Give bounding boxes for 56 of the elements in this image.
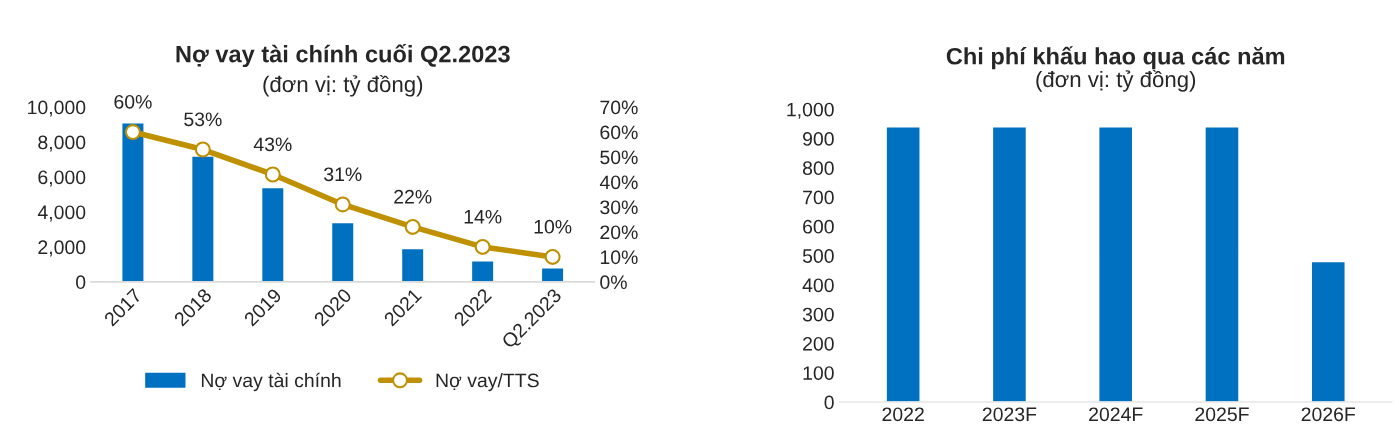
point xyxy=(194,141,211,158)
y-tick-label: 600 xyxy=(803,219,834,234)
bar xyxy=(121,122,145,282)
chart-subtitle: (đơn vị: tỷ đồng) xyxy=(1036,69,1196,92)
point xyxy=(544,248,561,265)
x-tick-label: 2023F xyxy=(982,407,1037,422)
y-tick-label: 800 xyxy=(802,161,834,176)
y-tick-label: 8,000 xyxy=(38,135,86,152)
chart-subtitle: (đơn vị: tỷ đồng) xyxy=(263,74,423,97)
legend-label: Nợ vay tài chính xyxy=(201,372,341,392)
y-tick-label: 10,000 xyxy=(28,100,86,117)
data-label: 53% xyxy=(184,112,222,127)
data-label: 14% xyxy=(464,209,502,224)
bar xyxy=(470,260,495,282)
y-tick-label: 0 xyxy=(824,395,834,410)
x-tick-label: 2026F xyxy=(1301,407,1356,422)
data-label: 43% xyxy=(253,137,292,152)
data-label: 22% xyxy=(394,189,432,204)
y-tick-label: 500 xyxy=(802,249,834,263)
y-tick-label: 1,000 xyxy=(787,102,834,119)
x-tick-label: 2022 xyxy=(882,407,924,422)
point xyxy=(124,124,141,141)
point xyxy=(474,238,491,255)
y-tick-label: 100 xyxy=(803,366,834,380)
x-tick-label: 2025F xyxy=(1195,407,1249,422)
bar xyxy=(330,221,355,282)
y2-tick-label: 50% xyxy=(600,150,638,165)
point xyxy=(334,196,351,213)
y2-tick-label: 20% xyxy=(600,225,638,240)
data-label: 10% xyxy=(534,219,572,234)
chart-title: Nợ vay tài chính cuối Q2.2023 xyxy=(176,44,510,68)
y2-tick-label: 0% xyxy=(600,275,627,290)
y2-tick-label: 60% xyxy=(600,125,638,140)
y-tick-label: 4,000 xyxy=(37,205,86,222)
bar xyxy=(540,267,565,282)
y-tick-label: 0 xyxy=(76,275,86,290)
y-tick-label: 700 xyxy=(803,190,834,205)
y-tick-label: 6,000 xyxy=(38,170,86,187)
y-tick-label: 2,000 xyxy=(38,240,86,257)
point xyxy=(264,166,281,183)
y-tick-label: 400 xyxy=(802,278,834,293)
y2-tick-label: 30% xyxy=(600,200,638,215)
y2-tick-label: 40% xyxy=(599,175,638,190)
data-label: 31% xyxy=(324,167,362,182)
bar xyxy=(260,186,285,282)
bar xyxy=(400,247,425,282)
point xyxy=(404,218,421,235)
x-tick-label: 2024F xyxy=(1089,407,1143,422)
data-label: 60% xyxy=(114,94,152,109)
y-tick-label: 200 xyxy=(803,336,834,351)
legend-label: Nợ vay/TTS xyxy=(436,373,539,392)
y-tick-label: 900 xyxy=(803,132,834,146)
chart-title: Chi phí khấu hao qua các năm xyxy=(946,46,1285,70)
y-tick-label: 300 xyxy=(802,307,834,322)
y2-tick-label: 10% xyxy=(600,250,638,265)
y2-tick-label: 70% xyxy=(600,100,638,115)
